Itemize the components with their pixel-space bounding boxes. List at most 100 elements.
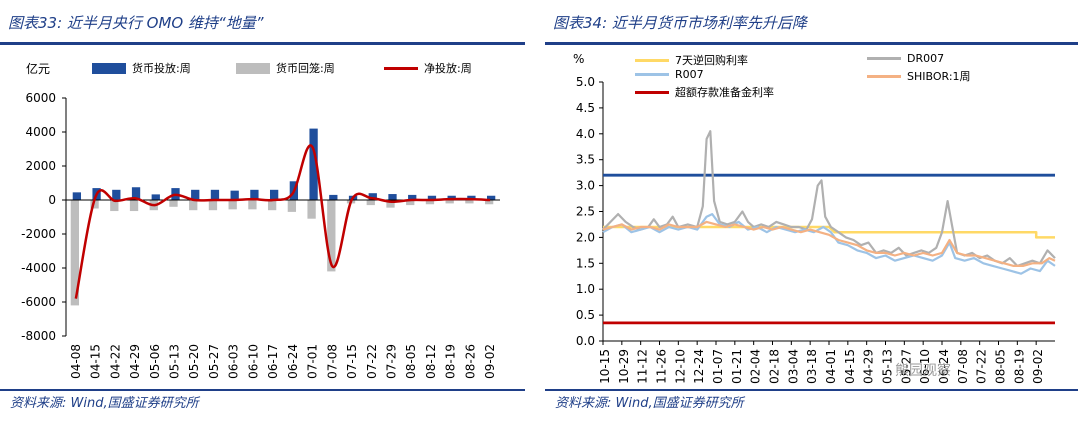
issuance-bar xyxy=(230,190,239,200)
right-x-tick-label: 05-13 xyxy=(881,349,895,384)
left-title-divider xyxy=(0,42,525,45)
legend-item-r007: R007 xyxy=(635,68,704,81)
left-y-tick-label: 2000 xyxy=(25,159,56,173)
left-chart-panel: 图表33: 近半月央行 OMO 维持“地量” 亿元 货币投放:周 货币回笼:周 … xyxy=(0,0,530,426)
right-x-tick-label: 04-01 xyxy=(824,349,838,384)
legend-item-issuance: 货币投放:周 xyxy=(92,60,191,76)
left-x-tick-label: 08-26 xyxy=(463,344,477,379)
right-y-tick-label: 2.0 xyxy=(576,230,595,244)
issuance-bar xyxy=(269,189,279,200)
right-x-tick-label: 03-04 xyxy=(786,349,800,384)
left-x-tick-label: 04-15 xyxy=(89,344,103,379)
withdrawal-bar xyxy=(189,200,198,211)
legend-label-excess-reserve: 超额存款准备金利率 xyxy=(675,86,774,99)
left-x-tick-label: 09-02 xyxy=(483,344,497,379)
right-x-tick-label: 08-05 xyxy=(994,349,1008,384)
left-x-tick-label: 04-22 xyxy=(108,344,122,379)
right-x-tick-label: 07-22 xyxy=(975,349,989,384)
right-y-tick-label: 3.5 xyxy=(576,153,595,167)
issuance-bar xyxy=(309,128,318,200)
left-x-tick-label: 04-08 xyxy=(69,344,83,379)
left-y-tick-label: 0 xyxy=(48,193,56,207)
left-y-tick-label: -8000 xyxy=(21,329,56,343)
right-x-tick-label: 05-27 xyxy=(899,349,913,384)
legend-item-shibor: SHIBOR:1周 xyxy=(867,68,971,84)
left-x-tick-label: 06-17 xyxy=(266,344,280,379)
legend-swatch-net xyxy=(384,66,418,70)
right-y-tick-label: 5.0 xyxy=(576,75,595,89)
left-y-tick-label: -2000 xyxy=(21,227,56,241)
legend-swatch-withdrawal xyxy=(236,62,270,74)
right-x-tick-label: 03-18 xyxy=(805,349,819,384)
legend-item-reverse-repo: 7天逆回购利率 xyxy=(635,52,748,68)
left-x-tick-label: 08-12 xyxy=(424,344,438,379)
withdrawal-bar xyxy=(465,200,474,204)
issuance-bar xyxy=(388,194,397,200)
left-x-tick-label: 07-08 xyxy=(325,344,339,379)
withdrawal-bar xyxy=(90,200,99,209)
right-x-tick-label: 12-10 xyxy=(673,349,687,384)
right-chart-panel: 图表34: 近半月货币市场利率先升后降 % 7天逆回购利率 DR007 R007… xyxy=(545,0,1080,426)
issuance-bar xyxy=(329,194,338,200)
left-source-divider xyxy=(0,389,525,391)
right-x-tick-label: 11-26 xyxy=(655,349,669,384)
issuance-bar xyxy=(427,195,437,200)
legend-label-withdrawal: 货币回笼:周 xyxy=(276,62,335,75)
left-x-tick-label: 07-22 xyxy=(365,344,379,379)
right-x-tick-label: 06-10 xyxy=(918,349,932,384)
withdrawal-bar xyxy=(327,200,336,272)
left-source: 资料来源: Wind,国盛证券研究所 xyxy=(10,396,199,411)
legend-swatch-issuance xyxy=(92,62,126,74)
right-x-tick-label: 06-24 xyxy=(937,349,951,384)
right-x-tick-label: 02-18 xyxy=(768,349,782,384)
right-source: 资料来源: Wind,国盛证券研究所 xyxy=(555,396,744,411)
legend-item-excess-reserve: 超额存款准备金利率 xyxy=(635,84,774,100)
left-y-tick-label: 6000 xyxy=(25,91,56,105)
right-x-tick-label: 04-15 xyxy=(843,349,857,384)
net-line xyxy=(74,144,491,299)
issuance-bar xyxy=(368,193,377,200)
left-chart-title: 图表33: 近半月央行 OMO 维持“地量” xyxy=(8,14,264,32)
left-unit-label: 亿元 xyxy=(26,62,51,76)
withdrawal-bar xyxy=(425,200,435,205)
withdrawal-bar xyxy=(287,200,297,212)
legend-label-r007: R007 xyxy=(675,68,704,81)
legend-label-issuance: 货币投放:周 xyxy=(132,62,191,75)
left-y-tick-label: -4000 xyxy=(21,261,56,275)
withdrawal-bar xyxy=(70,200,80,306)
right-y-tick-label: 4.5 xyxy=(576,101,595,115)
issuance-bar xyxy=(191,189,200,200)
withdrawal-bar xyxy=(169,200,178,207)
legend-item-withdrawal: 货币回笼:周 xyxy=(236,60,335,76)
left-x-tick-label: 06-03 xyxy=(227,344,241,379)
left-x-tick-label: 07-29 xyxy=(385,344,399,379)
right-x-tick-label: 07-08 xyxy=(956,349,970,384)
right-title-divider xyxy=(545,42,1078,45)
withdrawal-bar xyxy=(445,200,454,204)
legend-label-net: 净投放:周 xyxy=(424,62,472,75)
withdrawal-bar xyxy=(228,200,237,210)
left-x-tick-label: 08-19 xyxy=(444,344,458,379)
issuance-bar xyxy=(408,194,417,200)
right-x-tick-label: 10-15 xyxy=(598,349,612,384)
left-y-tick-label: 4000 xyxy=(25,125,56,139)
legend-swatch-reverse-repo xyxy=(635,58,669,62)
right-y-tick-label: 1.0 xyxy=(576,282,595,296)
withdrawal-bar xyxy=(307,200,316,219)
left-x-tick-label: 07-01 xyxy=(306,344,320,379)
right-x-tick-label: 09-02 xyxy=(1031,349,1045,384)
watermark: 熊园观察 xyxy=(895,363,951,379)
withdrawal-bar xyxy=(129,200,139,212)
legend-item-dr007: DR007 xyxy=(867,52,944,65)
legend-label-reverse-repo: 7天逆回购利率 xyxy=(675,54,748,67)
issuance-bar xyxy=(447,195,456,200)
left-x-tick-label: 04-29 xyxy=(128,344,142,379)
legend-swatch-excess-reserve xyxy=(635,90,669,94)
withdrawal-bar xyxy=(484,200,494,205)
issuance-bar xyxy=(112,189,121,200)
right-x-tick-label: 08-19 xyxy=(1012,349,1026,384)
right-x-tick-label: 04-29 xyxy=(862,349,876,384)
withdrawal-bar xyxy=(208,200,218,211)
legend-swatch-shibor xyxy=(867,74,901,78)
left-x-tick-label: 08-05 xyxy=(404,344,418,379)
